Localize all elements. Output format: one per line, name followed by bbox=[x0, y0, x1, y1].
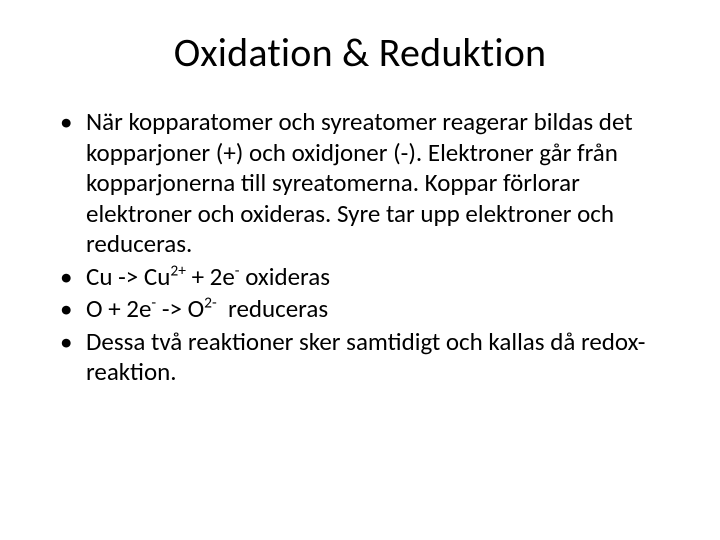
slide-title: Oxidation & Reduktion bbox=[50, 28, 670, 77]
list-item: O + 2e- -> O2- reduceras bbox=[60, 294, 670, 325]
slide: Oxidation & Reduktion När kopparatomer o… bbox=[0, 0, 720, 540]
list-item: Cu -> Cu2+ + 2e- oxideras bbox=[60, 262, 670, 293]
bullet-list: När kopparatomer och syreatomer reagerar… bbox=[50, 107, 670, 388]
list-item: När kopparatomer och syreatomer reagerar… bbox=[60, 107, 670, 260]
list-item: Dessa två reaktioner sker samtidigt och … bbox=[60, 327, 670, 388]
